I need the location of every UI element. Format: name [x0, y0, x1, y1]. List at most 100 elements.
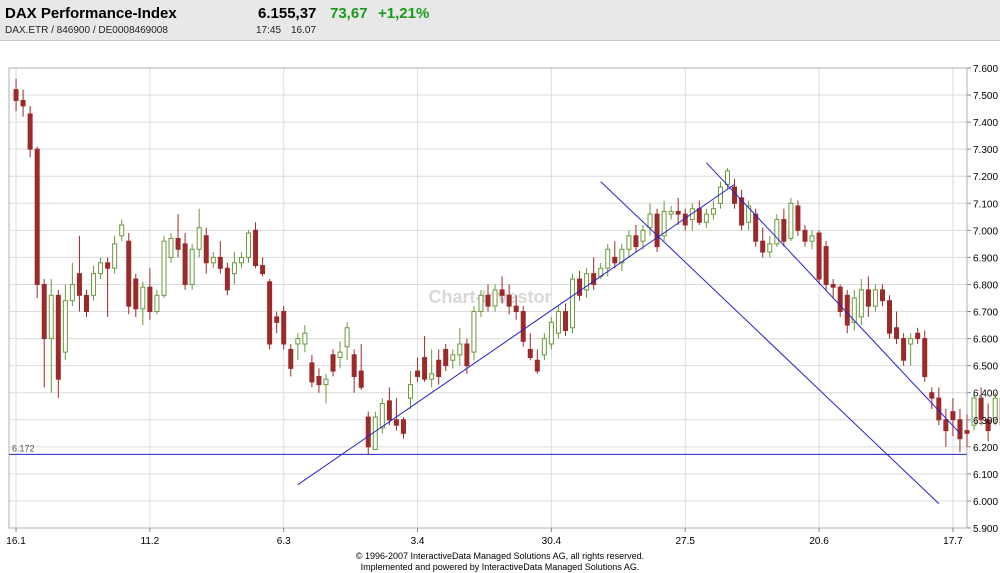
candle-body-down	[922, 338, 928, 377]
axes: 7.600 7.500 7.400 7.300 7.200 7.100 7.000 6.900…	[6, 64, 998, 547]
candle-body-up	[605, 248, 611, 269]
candle-body-up	[323, 378, 329, 386]
candle-body-down	[802, 229, 808, 242]
candles	[13, 78, 1000, 455]
candle-body-down	[957, 419, 963, 440]
candle-body-down	[562, 311, 568, 331]
candle-body-up	[774, 219, 780, 245]
candle-body-down	[316, 375, 322, 386]
candle-body-down	[217, 256, 223, 269]
y-tick-label: 6.800	[973, 280, 998, 291]
candle-body-down	[739, 197, 745, 226]
candle-body-down	[654, 213, 660, 248]
y-tick-label: 6.100	[973, 470, 998, 481]
candle-body-up	[478, 294, 484, 313]
candle-body-up	[746, 205, 752, 223]
candle-body-up	[555, 311, 561, 334]
y-tick-label: 5.900	[973, 524, 998, 535]
candle-body-down	[415, 370, 421, 377]
trendline	[706, 162, 961, 434]
candle-body-down	[894, 327, 900, 340]
candle-body-down	[126, 240, 132, 307]
candle-body-down	[358, 370, 364, 388]
x-tick-label: 11.2	[141, 536, 160, 547]
x-tick-label: 6.3	[277, 536, 291, 547]
y-tick-label: 6.500	[973, 362, 998, 373]
trendlines: 6.172	[9, 162, 967, 505]
x-tick-label: 20.6	[809, 536, 829, 547]
candle-body-up	[231, 262, 237, 275]
candle-body-down	[281, 311, 287, 345]
candle-body-down	[929, 392, 935, 399]
candle-body-down	[224, 267, 230, 291]
candle-body-up	[647, 213, 653, 229]
candle-body-down	[288, 348, 294, 369]
footer: © 1996-2007 InteractiveData Managed Solu…	[0, 551, 1000, 573]
candle-body-down	[13, 89, 19, 101]
candle-body-down	[386, 400, 392, 421]
candle-body-down	[20, 99, 26, 107]
instrument-identifiers: DAX.ETR / 846900 / DE0008469008	[5, 25, 168, 36]
candle-body-down	[330, 354, 336, 372]
candle-body-up	[161, 240, 167, 296]
candle-body-down	[76, 273, 82, 296]
price-change: 73,67	[330, 5, 368, 22]
candle-body-down	[506, 294, 512, 307]
candle-body-down	[55, 294, 61, 380]
candle-body-down	[978, 397, 984, 421]
candle-body-up	[112, 243, 118, 269]
candle-body-up	[703, 213, 709, 223]
candle-body-up	[471, 311, 477, 353]
candle-body-down	[41, 283, 47, 340]
candle-body-down	[485, 294, 491, 307]
candle-body-up	[457, 343, 463, 356]
y-tick-label: 7.200	[973, 172, 998, 183]
candle-body-up	[98, 262, 104, 275]
candle-body-up	[246, 232, 251, 258]
candle-body-down	[274, 316, 280, 323]
candle-body-up	[640, 229, 646, 242]
candle-body-up	[295, 338, 301, 345]
candle-body-up	[450, 354, 456, 361]
candle-body-down	[591, 273, 597, 285]
y-tick-label: 6.000	[973, 497, 998, 508]
candle-body-up	[872, 289, 878, 307]
candle-body-down	[753, 213, 759, 242]
candle-body-up	[661, 210, 667, 237]
candle-body-down	[633, 235, 639, 248]
candle-body-down	[133, 278, 139, 310]
candle-body-up	[62, 300, 68, 353]
instrument-title: DAX Performance-Index	[5, 5, 177, 22]
candle-body-down	[34, 148, 40, 285]
candle-body-up	[710, 208, 716, 215]
trendline	[297, 183, 735, 486]
candle-body-up	[91, 273, 97, 296]
candle-body-up	[626, 235, 632, 250]
y-tick-label: 6.400	[973, 389, 998, 400]
candle-body-down	[203, 235, 209, 264]
price-change-percent: +1,21%	[378, 5, 430, 22]
candle-body-down	[513, 305, 519, 313]
candle-body-up	[196, 227, 202, 250]
x-tick-label: 27.5	[676, 536, 696, 547]
candle-body-down	[612, 256, 618, 264]
candle-body-down	[464, 343, 470, 367]
candle-body-down	[175, 237, 181, 250]
candle-body-up	[48, 294, 54, 340]
candle-body-up	[548, 321, 554, 345]
y-tick-label: 6.200	[973, 443, 998, 454]
quote-time: 17:45	[256, 25, 282, 36]
candle-body-up	[344, 327, 350, 348]
x-tick-label: 17.7	[943, 536, 963, 547]
candle-body-up	[767, 243, 773, 253]
candle-body-down	[943, 419, 949, 432]
candle-body-up	[119, 224, 125, 237]
candle-body-up	[971, 397, 977, 426]
candle-body-up	[210, 256, 216, 264]
candle-body-down	[964, 430, 970, 434]
powered-by-text: Implemented and powered by InteractiveDa…	[360, 562, 640, 572]
support-level-label: 6.172	[12, 443, 35, 453]
x-tick-label: 30.4	[542, 536, 562, 547]
candle-body-down	[696, 208, 702, 223]
candle-body-up	[809, 235, 815, 242]
